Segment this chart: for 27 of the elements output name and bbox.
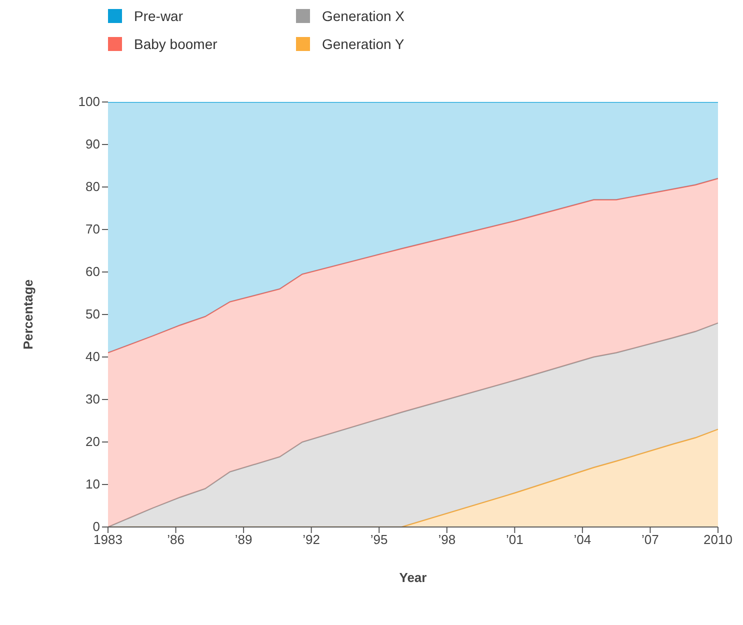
- legend-label: Generation X: [322, 8, 404, 24]
- legend-label: Pre-war: [134, 8, 184, 24]
- x-tick-label: ’89: [234, 532, 252, 548]
- y-tick-label: 30: [86, 392, 100, 406]
- x-tick-label: ’01: [506, 532, 524, 548]
- y-tick-label: 80: [86, 179, 100, 194]
- legend-label: Baby boomer: [134, 36, 218, 52]
- x-tick-label: 1983: [94, 532, 122, 548]
- x-tick-label: ’86: [167, 532, 184, 548]
- x-tick-label: ’07: [642, 532, 659, 548]
- y-tick-label: 50: [86, 306, 100, 322]
- y-tick-label: 40: [86, 349, 100, 364]
- x-axis-title: Year: [399, 570, 427, 585]
- y-axis-title: Percentage: [20, 279, 36, 350]
- y-tick-label: 60: [86, 264, 100, 279]
- x-tick-label: ’04: [574, 532, 592, 548]
- x-tick-label: 2010: [704, 532, 732, 548]
- legend-label: Generation Y: [322, 36, 404, 52]
- y-tick-label: 90: [86, 136, 100, 152]
- y-tick-label: 10: [86, 476, 100, 492]
- y-tick-label: 70: [86, 222, 100, 236]
- x-tick-label: ’98: [438, 532, 456, 548]
- y-tick-label: 0: [92, 519, 100, 534]
- x-tick-label: ’92: [302, 532, 320, 548]
- x-tick-label: ’95: [370, 532, 388, 548]
- y-tick-label: 20: [86, 434, 100, 449]
- y-tick-label: 100: [78, 94, 100, 109]
